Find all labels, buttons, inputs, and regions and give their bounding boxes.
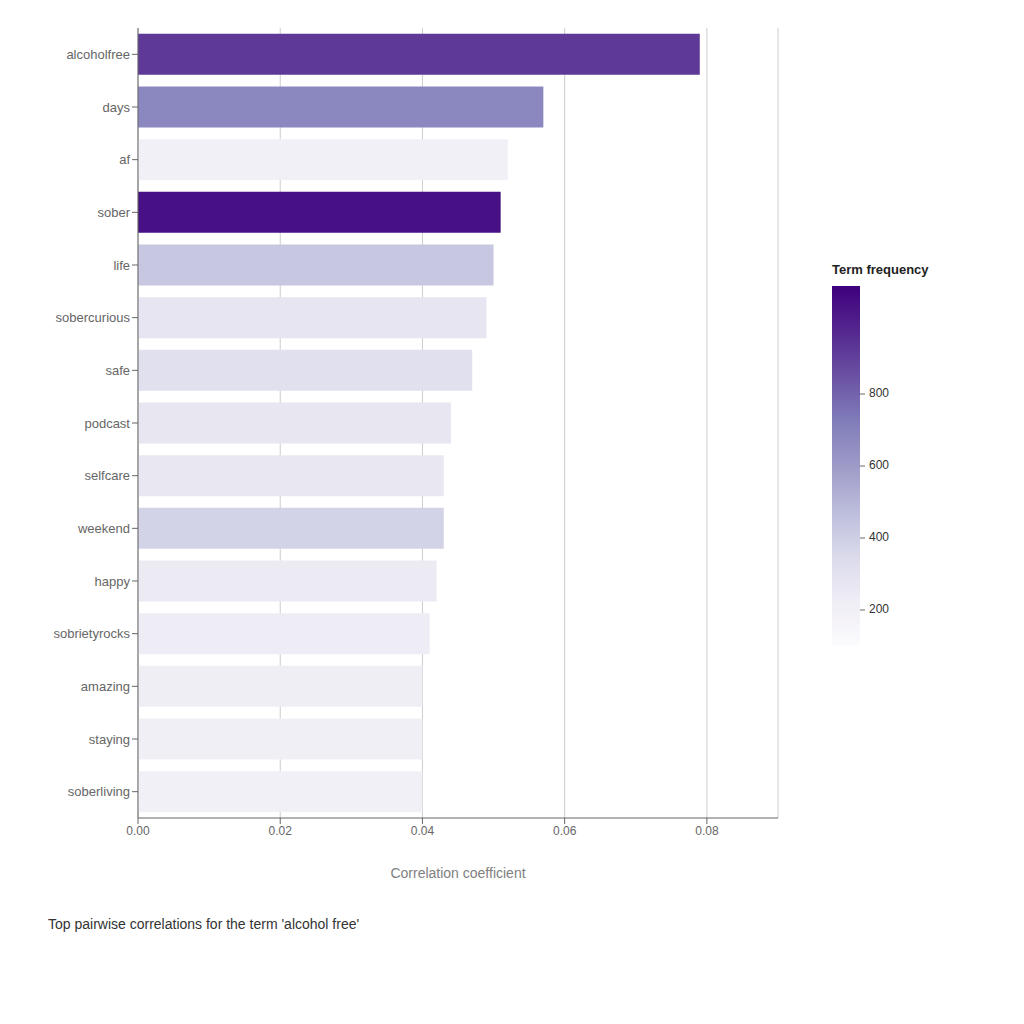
svg-text:sober: sober: [97, 205, 130, 220]
svg-text:alcoholfree: alcoholfree: [66, 47, 130, 62]
svg-text:days: days: [103, 100, 131, 115]
svg-text:0.04: 0.04: [411, 824, 435, 838]
svg-text:amazing: amazing: [81, 679, 130, 694]
svg-text:Correlation coefficient: Correlation coefficient: [390, 865, 525, 881]
svg-text:200: 200: [869, 602, 889, 616]
svg-text:0.02: 0.02: [269, 824, 293, 838]
svg-text:staying: staying: [89, 732, 130, 747]
svg-text:sobrietyrocks: sobrietyrocks: [53, 626, 130, 641]
svg-text:Term frequency: Term frequency: [832, 262, 929, 277]
svg-text:0.00: 0.00: [126, 824, 150, 838]
svg-text:selfcare: selfcare: [84, 468, 130, 483]
svg-text:0.06: 0.06: [553, 824, 577, 838]
svg-text:0.08: 0.08: [695, 824, 719, 838]
svg-text:soberliving: soberliving: [68, 784, 130, 799]
svg-text:happy: happy: [95, 574, 131, 589]
html-text:Top pairwise correlations for: Top pairwise correlations for the term '…: [48, 916, 360, 932]
svg-text:600: 600: [869, 458, 889, 472]
svg-text:400: 400: [869, 530, 889, 544]
svg-text:800: 800: [869, 386, 889, 400]
svg-text:safe: safe: [105, 363, 130, 378]
svg-text:weekend: weekend: [77, 521, 130, 536]
svg-text:sobercurious: sobercurious: [56, 310, 131, 325]
svg-text:af: af: [119, 152, 130, 167]
svg-text:life: life: [113, 258, 130, 273]
svg-text:podcast: podcast: [84, 416, 130, 431]
